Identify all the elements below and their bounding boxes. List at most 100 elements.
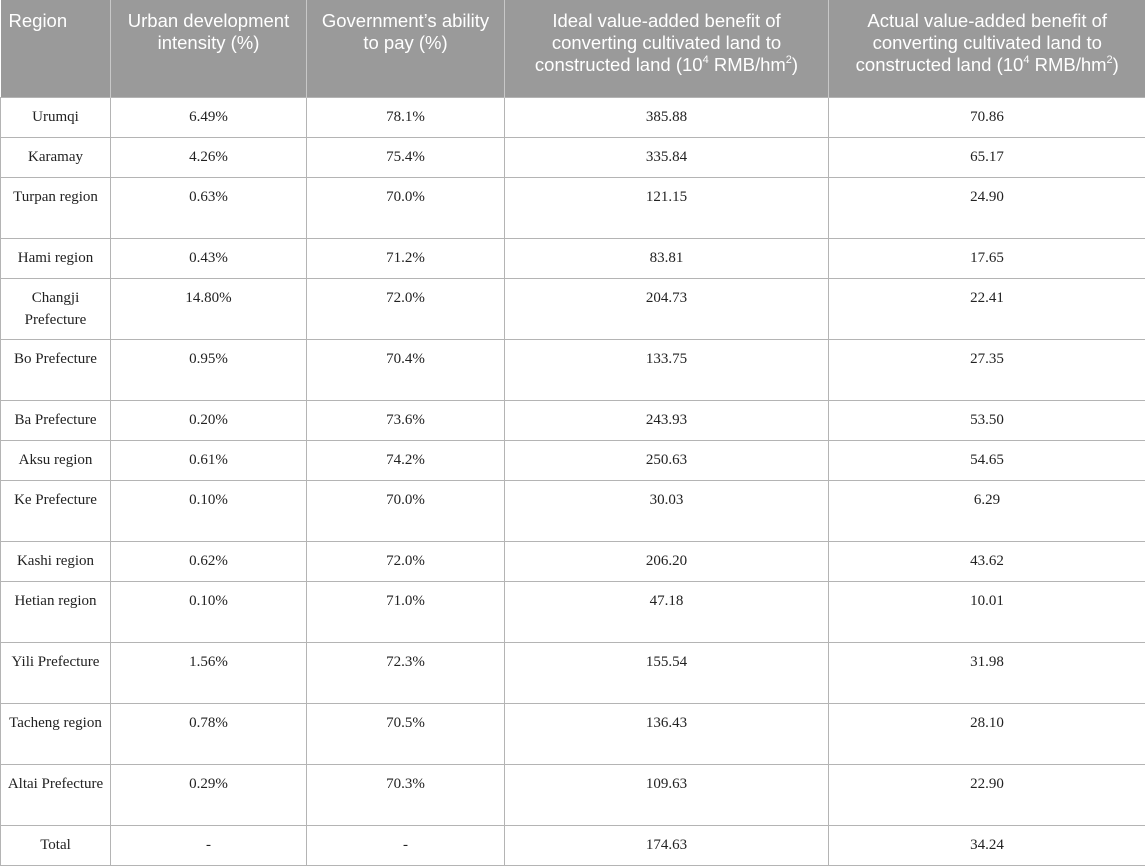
cell-ideal-value-added-benefit: 243.93 xyxy=(505,400,829,440)
cell-urban-development-intensity: 4.26% xyxy=(111,137,307,177)
header-text: RMB/hm xyxy=(1029,54,1106,75)
cell-government-ability-to-pay: 70.0% xyxy=(307,177,505,238)
cell-actual-value-added-benefit: 6.29 xyxy=(829,480,1145,541)
cell-actual-value-added-benefit: 27.35 xyxy=(829,339,1145,400)
cell-urban-development-intensity: 0.63% xyxy=(111,177,307,238)
header-government-ability-to-pay: Government’s ability to pay (%) xyxy=(307,0,505,97)
cell-urban-development-intensity: 0.10% xyxy=(111,480,307,541)
cell-ideal-value-added-benefit: 250.63 xyxy=(505,440,829,480)
cell-ideal-value-added-benefit: 385.88 xyxy=(505,97,829,137)
cell-government-ability-to-pay: 78.1% xyxy=(307,97,505,137)
cell-ideal-value-added-benefit: 136.43 xyxy=(505,703,829,764)
cell-region: Urumqi xyxy=(1,97,111,137)
cell-government-ability-to-pay: 73.6% xyxy=(307,400,505,440)
cell-region: Total xyxy=(1,825,111,865)
cell-government-ability-to-pay: 71.2% xyxy=(307,238,505,278)
cell-ideal-value-added-benefit: 109.63 xyxy=(505,764,829,825)
superscript: 2 xyxy=(786,54,792,66)
cell-region: Ba Prefecture xyxy=(1,400,111,440)
cell-region: Altai Prefecture xyxy=(1,764,111,825)
cell-actual-value-added-benefit: 53.50 xyxy=(829,400,1145,440)
cell-urban-development-intensity: 0.10% xyxy=(111,581,307,642)
cell-actual-value-added-benefit: 54.65 xyxy=(829,440,1145,480)
header-text: RMB/hm xyxy=(709,54,786,75)
cell-region: Turpan region xyxy=(1,177,111,238)
header-actual-value-added-benefit: Actual value-added benefit of converting… xyxy=(829,0,1145,97)
cell-actual-value-added-benefit: 43.62 xyxy=(829,541,1145,581)
cell-region: Karamay xyxy=(1,137,111,177)
cell-urban-development-intensity: 0.78% xyxy=(111,703,307,764)
header-urban-development-intensity: Urban development intensity (%) xyxy=(111,0,307,97)
cell-actual-value-added-benefit: 65.17 xyxy=(829,137,1145,177)
cell-urban-development-intensity: 0.62% xyxy=(111,541,307,581)
cell-region: Bo Prefecture xyxy=(1,339,111,400)
cell-government-ability-to-pay: 75.4% xyxy=(307,137,505,177)
cell-urban-development-intensity: 0.95% xyxy=(111,339,307,400)
cell-region: Hami region xyxy=(1,238,111,278)
cell-government-ability-to-pay: 72.0% xyxy=(307,541,505,581)
cell-government-ability-to-pay: 70.3% xyxy=(307,764,505,825)
cell-region: Hetian region xyxy=(1,581,111,642)
cell-government-ability-to-pay: 70.4% xyxy=(307,339,505,400)
cell-region: Aksu region xyxy=(1,440,111,480)
cell-ideal-value-added-benefit: 206.20 xyxy=(505,541,829,581)
header-row: Region Urban development intensity (%) G… xyxy=(1,0,1145,97)
cell-ideal-value-added-benefit: 174.63 xyxy=(505,825,829,865)
cell-government-ability-to-pay: 74.2% xyxy=(307,440,505,480)
cell-actual-value-added-benefit: 22.41 xyxy=(829,278,1145,339)
cell-actual-value-added-benefit: 34.24 xyxy=(829,825,1145,865)
cell-urban-development-intensity: 6.49% xyxy=(111,97,307,137)
cell-ideal-value-added-benefit: 83.81 xyxy=(505,238,829,278)
cell-region: Kashi region xyxy=(1,541,111,581)
superscript: 2 xyxy=(1107,54,1113,66)
cell-ideal-value-added-benefit: 204.73 xyxy=(505,278,829,339)
header-text: ) xyxy=(1113,54,1119,75)
cell-government-ability-to-pay: 70.5% xyxy=(307,703,505,764)
cell-government-ability-to-pay: 70.0% xyxy=(307,480,505,541)
cell-actual-value-added-benefit: 31.98 xyxy=(829,642,1145,703)
cell-ideal-value-added-benefit: 47.18 xyxy=(505,581,829,642)
header-region: Region xyxy=(1,0,111,97)
header-ideal-value-added-benefit: Ideal value-added benefit of converting … xyxy=(505,0,829,97)
cell-actual-value-added-benefit: 10.01 xyxy=(829,581,1145,642)
cell-region: Tacheng region xyxy=(1,703,111,764)
cell-actual-value-added-benefit: 17.65 xyxy=(829,238,1145,278)
cell-urban-development-intensity: 0.29% xyxy=(111,764,307,825)
cell-government-ability-to-pay: - xyxy=(307,825,505,865)
cell-urban-development-intensity: 0.61% xyxy=(111,440,307,480)
cell-urban-development-intensity: 14.80% xyxy=(111,278,307,339)
cell-government-ability-to-pay: 71.0% xyxy=(307,581,505,642)
cell-urban-development-intensity: 0.43% xyxy=(111,238,307,278)
cell-ideal-value-added-benefit: 133.75 xyxy=(505,339,829,400)
cell-government-ability-to-pay: 72.3% xyxy=(307,642,505,703)
cell-ideal-value-added-benefit: 335.84 xyxy=(505,137,829,177)
cell-actual-value-added-benefit: 70.86 xyxy=(829,97,1145,137)
header-text: ) xyxy=(792,54,798,75)
cell-actual-value-added-benefit: 28.10 xyxy=(829,703,1145,764)
cell-urban-development-intensity: 1.56% xyxy=(111,642,307,703)
cell-government-ability-to-pay: 72.0% xyxy=(307,278,505,339)
cell-urban-development-intensity: - xyxy=(111,825,307,865)
cell-actual-value-added-benefit: 22.90 xyxy=(829,764,1145,825)
cell-region: Ke Prefecture xyxy=(1,480,111,541)
superscript: 4 xyxy=(703,54,709,66)
cell-actual-value-added-benefit: 24.90 xyxy=(829,177,1145,238)
cell-region: Yili Prefecture xyxy=(1,642,111,703)
